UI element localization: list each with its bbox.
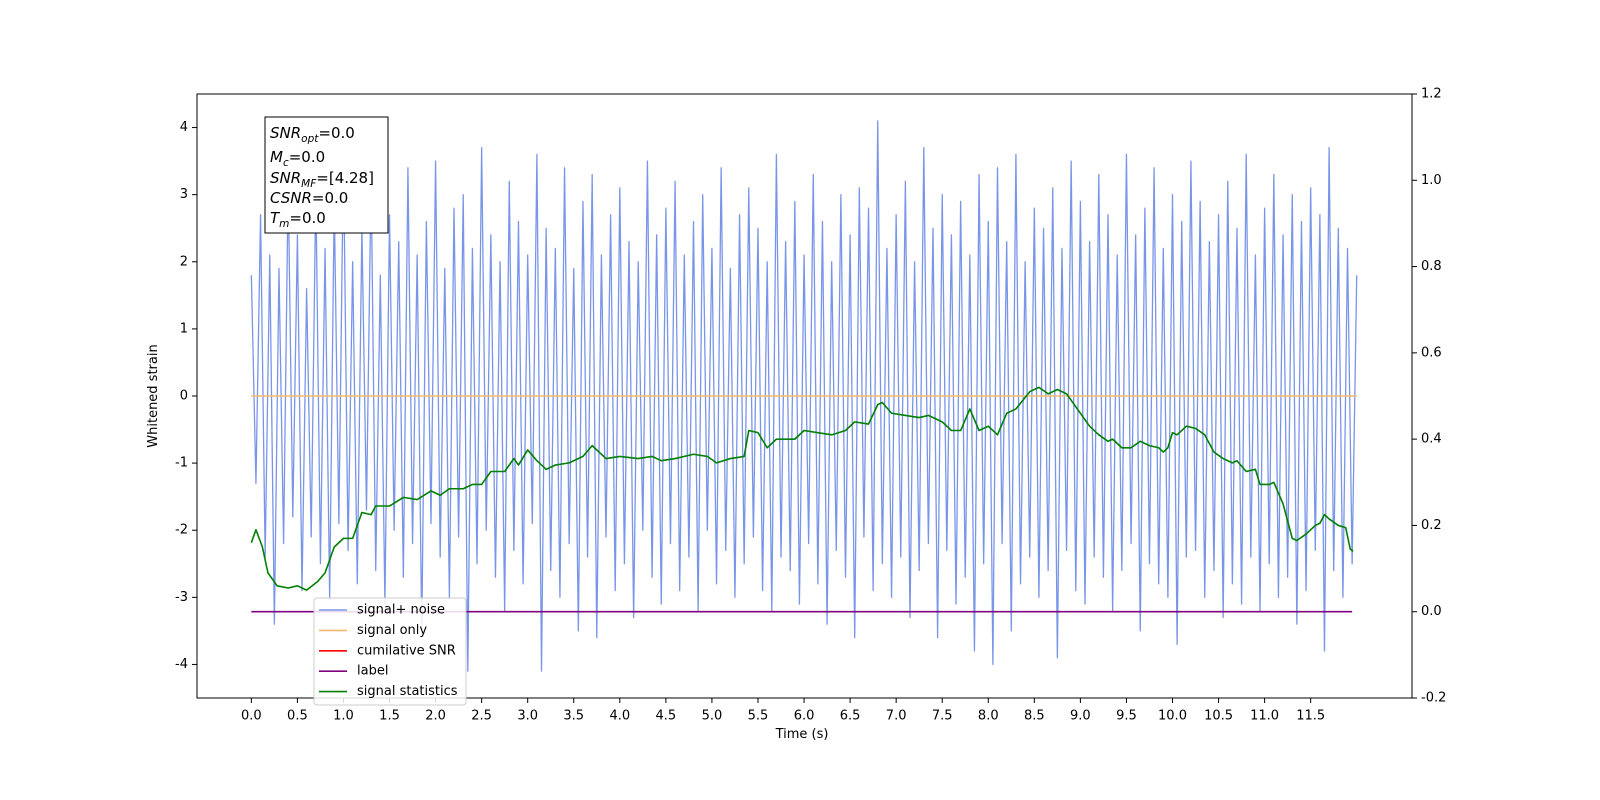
annotation-name: SNR — [270, 169, 301, 187]
annotation-name: SNR — [270, 124, 301, 142]
x-tick-label: 3.5 — [563, 709, 584, 724]
x-tick-label: 10.5 — [1204, 709, 1233, 724]
y-tick-label: -4 — [175, 657, 188, 672]
y-tick-label: 3 — [180, 187, 188, 202]
annotation-sub: m — [279, 218, 289, 230]
annotation-value: =0.0 — [312, 189, 348, 207]
series-line — [250, 120, 1358, 672]
y-tick-label: 4 — [180, 120, 188, 135]
x-tick-label: 7.5 — [932, 709, 953, 724]
x-tick-label: 6.5 — [840, 709, 861, 724]
y2-tick-label: 0.0 — [1421, 604, 1442, 619]
annotation-sub: MF — [301, 178, 317, 190]
annotation-name: CSNR — [270, 189, 312, 207]
x-tick-label: 9.5 — [1116, 709, 1137, 724]
annotation-sub: c — [283, 157, 289, 169]
annotation-line: CSNR=0.0 — [270, 189, 348, 207]
x-tick-label: 3.0 — [517, 709, 538, 724]
x-tick-label: 1.5 — [379, 709, 400, 724]
series-line — [250, 386, 1354, 591]
x-axis-label: Time (s) — [775, 727, 829, 742]
x-tick-label: 9.0 — [1070, 709, 1091, 724]
x-tick-label: 11.0 — [1250, 709, 1279, 724]
y-tick-label: 2 — [180, 254, 188, 269]
legend-label: label — [357, 664, 388, 679]
y2-tick-label: 1.0 — [1421, 173, 1442, 188]
y2-tick-label: 0.6 — [1421, 345, 1442, 360]
annotation-name: T — [270, 209, 281, 227]
annotation-value: =0.0 — [289, 148, 325, 166]
annotation-sub: opt — [301, 133, 319, 145]
legend-label: signal+ noise — [357, 603, 445, 618]
x-tick-label: 0.5 — [287, 709, 308, 724]
x-tick-label: 7.0 — [886, 709, 907, 724]
annotation-value: =[4.28] — [316, 169, 374, 187]
x-tick-label: 4.5 — [656, 709, 677, 724]
annotation-line: Mc=0.0 — [270, 148, 325, 169]
legend-label: signal only — [357, 623, 427, 638]
x-tick-label: 8.5 — [1024, 709, 1045, 724]
x-tick-label: 0.0 — [241, 709, 262, 724]
legend-box — [313, 597, 467, 706]
x-tick-label: 5.0 — [702, 709, 723, 724]
x-tick-label: 4.0 — [609, 709, 630, 724]
y-axis-label: Whitened strain — [146, 344, 161, 447]
x-tick-label: 2.0 — [425, 709, 446, 724]
x-tick-label: 1.0 — [333, 709, 354, 724]
y-tick-label: -2 — [175, 523, 188, 538]
y-tick-label: -1 — [175, 456, 188, 471]
x-tick-label: 2.5 — [471, 709, 492, 724]
y-tick-label: 0 — [180, 389, 188, 404]
x-tick-label: 6.0 — [794, 709, 815, 724]
y2-tick-label: 0.2 — [1421, 518, 1442, 533]
x-tick-label: 8.0 — [978, 709, 999, 724]
y2-tick-label: 0.4 — [1421, 432, 1442, 447]
legend-label: cumilative SNR — [357, 643, 456, 658]
annotation-line: Tm=0.0 — [270, 209, 326, 230]
annotation-name: M — [270, 148, 283, 166]
annotation-value: =0.0 — [289, 209, 325, 227]
y-tick-label: -3 — [175, 590, 188, 605]
annotation-value: =0.0 — [318, 124, 354, 142]
y-tick-label: 1 — [180, 321, 188, 336]
annotation-box — [264, 116, 389, 234]
annotation-line: SNRopt=0.0 — [270, 124, 355, 145]
x-tick-label: 5.5 — [748, 709, 769, 724]
y2-tick-label: 0.8 — [1421, 259, 1442, 274]
x-tick-label: 11.5 — [1296, 709, 1325, 724]
annotation-line: SNRMF=[4.28] — [270, 169, 374, 190]
y2-tick-label: 1.2 — [1421, 87, 1442, 102]
legend-label: signal statistics — [357, 684, 458, 699]
x-tick-label: 10.0 — [1158, 709, 1187, 724]
y2-tick-label: -0.2 — [1421, 691, 1446, 706]
